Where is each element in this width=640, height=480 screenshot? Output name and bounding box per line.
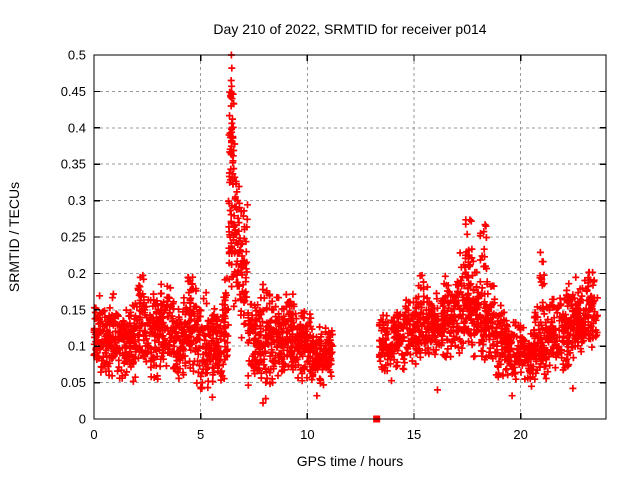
- x-tick-label: 10: [300, 427, 314, 442]
- x-tick-label: 0: [90, 427, 97, 442]
- y-tick-label: 0.2: [68, 266, 86, 281]
- y-tick-label: 0.3: [68, 193, 86, 208]
- y-tick-label: 0.15: [61, 302, 86, 317]
- y-tick-label: 0.5: [68, 48, 86, 63]
- y-tick-label: 0.1: [68, 339, 86, 354]
- y-tick-label: 0: [79, 412, 86, 427]
- y-tick-label: 0.25: [61, 230, 86, 245]
- x-tick-label: 15: [407, 427, 421, 442]
- x-tick-label: 5: [197, 427, 204, 442]
- x-axis-label: GPS time / hours: [296, 453, 404, 469]
- y-tick-label: 0.05: [61, 375, 86, 390]
- y-tick-label: 0.4: [68, 120, 86, 135]
- chart-title: Day 210 of 2022, SRMTID for receiver p01…: [213, 21, 487, 37]
- scatter-points: [90, 51, 601, 407]
- x-tick-label: 20: [513, 427, 527, 442]
- y-tick-label: 0.35: [61, 157, 86, 172]
- y-tick-label: 0.45: [61, 84, 86, 99]
